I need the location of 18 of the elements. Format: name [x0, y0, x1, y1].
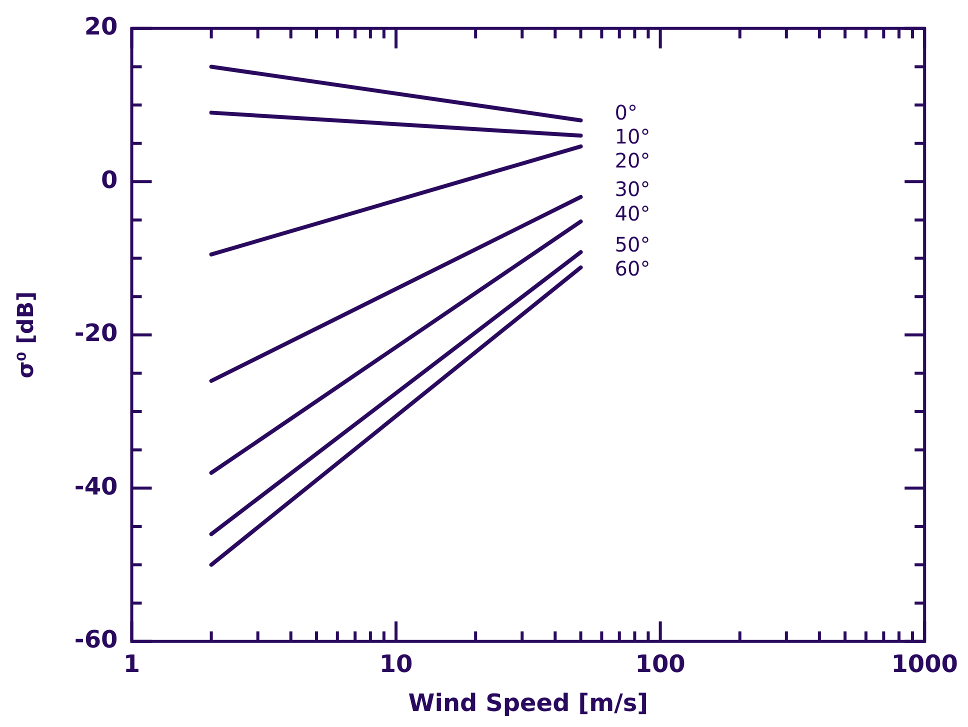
series-label: 10° — [614, 124, 650, 149]
x-tick-label: 1 — [123, 650, 140, 678]
y-tick-label: -60 — [74, 626, 118, 654]
x-tick-label: 10 — [379, 650, 413, 678]
series-label: 20° — [614, 148, 650, 173]
y-tick-label: -40 — [74, 472, 118, 500]
series-label: 60° — [614, 256, 650, 280]
y-tick-label: 20 — [84, 12, 118, 41]
series-label: 0° — [614, 100, 638, 125]
series-label: 30° — [614, 177, 650, 202]
x-tick-label: 1000 — [891, 650, 958, 678]
y-tick-label: 0 — [101, 166, 118, 194]
series-label: 40° — [614, 202, 650, 226]
y-tick-label: -20 — [74, 319, 118, 348]
x-axis-title: Wind Speed [m/s] — [408, 688, 648, 717]
y-axis-title: σ⁰ [dB] — [14, 291, 39, 378]
x-tick-label: 100 — [635, 650, 686, 678]
series-label: 50° — [614, 232, 650, 256]
